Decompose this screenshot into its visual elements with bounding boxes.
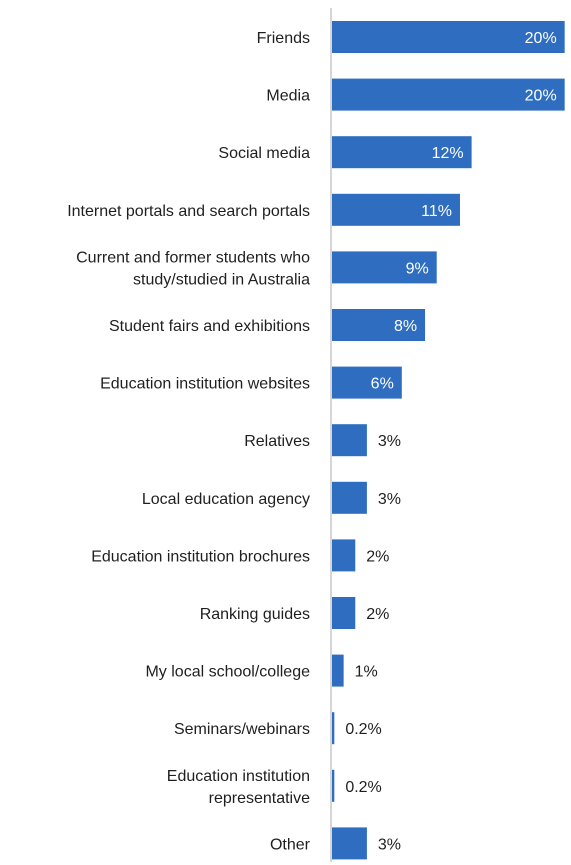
- value-label: 11%: [421, 203, 452, 220]
- bar: [332, 539, 356, 572]
- category-labels-group: Friends Media Social media Internet portals…: [67, 30, 310, 853]
- value-label: 12%: [432, 145, 464, 162]
- category-label: Ranking guides: [200, 606, 310, 623]
- value-label: 20%: [525, 30, 557, 47]
- value-label: 0.2%: [345, 779, 381, 796]
- bar: [332, 251, 437, 284]
- category-label: Current and former students who study/stu…: [76, 249, 310, 288]
- bar: [332, 136, 472, 169]
- category-label: Education institution brochures: [91, 548, 310, 565]
- category-label: Student fairs and exhibitions: [109, 318, 310, 335]
- value-label: 3%: [378, 433, 401, 450]
- bar: [332, 424, 367, 457]
- bar: [332, 597, 356, 629]
- value-label: 8%: [394, 318, 417, 335]
- bar: [332, 481, 367, 514]
- category-label: Internet portals and search portals: [67, 203, 310, 220]
- value-label: 2%: [366, 548, 389, 565]
- bar: [332, 712, 335, 745]
- category-label: Media: [266, 88, 310, 105]
- bar: [332, 769, 335, 802]
- value-label: 20%: [525, 88, 557, 105]
- value-labels-group: 20% 20% 12% 11% 9% 8% 6% 3% 3% 2% 2% 1% 0.2% 0.2% 3%: [345, 30, 556, 853]
- value-label: 0.2%: [345, 721, 381, 738]
- category-label: Relatives: [244, 433, 310, 450]
- bar: [332, 654, 344, 687]
- bars-group: [332, 21, 565, 860]
- bar: [332, 78, 565, 111]
- category-label: Education institution representative: [167, 768, 310, 807]
- value-label: 3%: [378, 491, 401, 508]
- category-label: Other: [270, 836, 311, 853]
- bar: [332, 827, 367, 860]
- value-label: 2%: [366, 606, 389, 623]
- value-label: 3%: [378, 836, 401, 853]
- bar: [332, 21, 565, 53]
- value-label: 6%: [371, 376, 394, 393]
- category-label: Social media: [218, 145, 310, 162]
- category-label: My local school/college: [145, 664, 310, 681]
- category-label: Seminars/webinars: [174, 721, 310, 738]
- bar: [332, 309, 426, 341]
- bar: [332, 366, 402, 399]
- value-label: 1%: [355, 664, 378, 681]
- category-label: Local education agency: [142, 491, 310, 508]
- value-label: 9%: [406, 260, 429, 277]
- category-label: Education institution websites: [100, 376, 310, 393]
- category-label: Friends: [257, 30, 310, 47]
- bar: [332, 193, 460, 226]
